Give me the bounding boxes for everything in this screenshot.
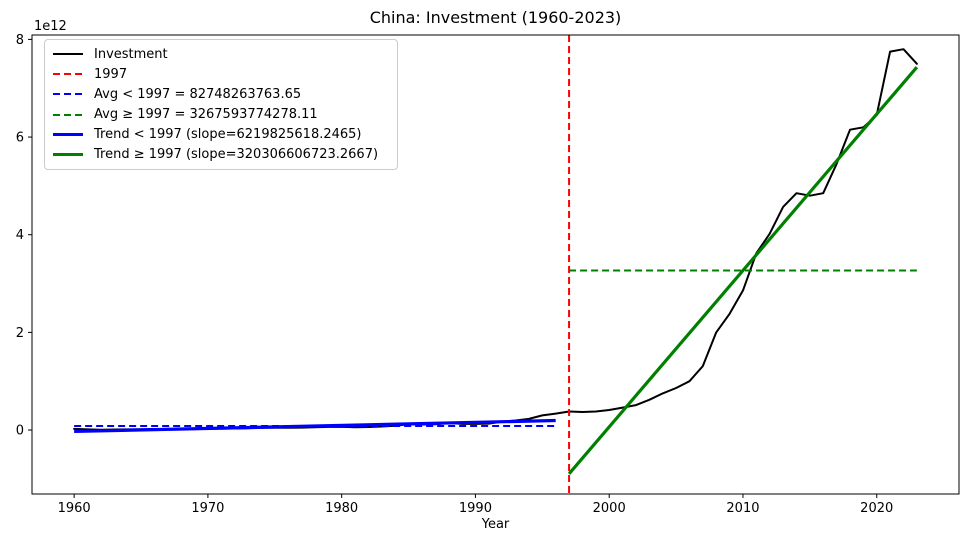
- legend-item-1997-vline: 1997: [53, 64, 389, 84]
- x-tick-label: 2020: [860, 501, 893, 516]
- legend-item-label: 1997: [94, 66, 128, 82]
- x-tick-label: 1980: [325, 501, 358, 516]
- legend-item-avg-post-1997: Avg ≥ 1997 = 3267593774278.11: [53, 105, 389, 125]
- axes-spines: [31, 34, 960, 495]
- legend-item-avg-pre-1997: Avg < 1997 = 82748263763.65: [53, 84, 389, 104]
- chart-title: China: Investment (1960-2023): [369, 8, 622, 27]
- legend-line-sample: [53, 53, 83, 56]
- legend-line-sample: [53, 133, 83, 137]
- x-tick-label: 1990: [459, 501, 492, 516]
- y-tick-label: 0: [16, 424, 24, 439]
- legend-item-label: Avg < 1997 = 82748263763.65: [94, 86, 302, 102]
- y-tick-label: 2: [16, 326, 24, 341]
- legend-line-sample: [53, 93, 83, 96]
- legend-line-sample: [53, 73, 83, 76]
- x-axis-label: Year: [481, 517, 510, 532]
- legend-line-sample: [53, 153, 83, 157]
- legend: Investment 1997 Avg < 1997 = 82748263763…: [44, 39, 398, 170]
- legend-item-label: Avg ≥ 1997 = 3267593774278.11: [94, 107, 318, 123]
- x-tick-label: 1960: [58, 501, 91, 516]
- legend-line-sample: [53, 113, 83, 116]
- x-tick-label: 1970: [191, 501, 224, 516]
- legend-item-trend-pre-1997: Trend < 1997 (slope=6219825618.2465): [53, 125, 389, 145]
- legend-item-label: Investment: [94, 46, 168, 62]
- y-tick-label: 8: [16, 33, 24, 48]
- legend-item-label: Trend < 1997 (slope=6219825618.2465): [94, 127, 362, 143]
- legend-item-trend-post-1997: Trend ≥ 1997 (slope=320306606723.2667): [53, 145, 389, 165]
- x-tick-label: 2010: [726, 501, 759, 516]
- x-tick-label: 2000: [593, 501, 626, 516]
- legend-item-label: Trend ≥ 1997 (slope=320306606723.2667): [94, 147, 379, 163]
- y-axis-offset-label: 1e12: [34, 19, 67, 34]
- trend-post-1997-line: [567, 66, 919, 475]
- legend-item-investment: Investment: [53, 44, 389, 64]
- y-tick-label: 6: [16, 131, 24, 146]
- trend-pre-1997-line: [74, 418, 556, 434]
- y-tick-label: 4: [16, 228, 24, 243]
